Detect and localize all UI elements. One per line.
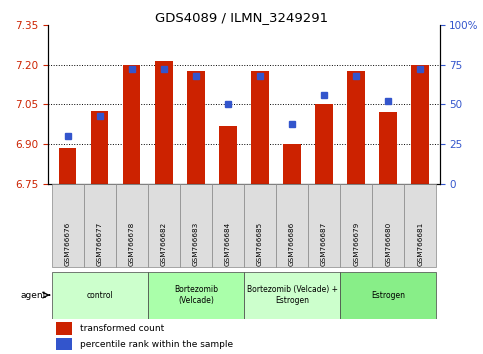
Bar <box>276 184 308 268</box>
Text: agent: agent <box>20 291 47 299</box>
Bar <box>123 65 141 184</box>
Text: Bortezomib
(Velcade): Bortezomib (Velcade) <box>174 285 218 305</box>
Bar <box>148 184 180 268</box>
Bar <box>59 148 76 184</box>
Text: transformed count: transformed count <box>80 324 164 333</box>
Bar <box>404 184 436 268</box>
Bar <box>91 111 108 184</box>
Bar <box>244 272 340 319</box>
Text: GSM766685: GSM766685 <box>257 222 263 266</box>
Bar <box>187 71 205 184</box>
Bar <box>148 272 244 319</box>
Bar <box>340 272 436 319</box>
Bar <box>56 322 72 335</box>
Bar <box>212 184 244 268</box>
Bar <box>219 126 237 184</box>
Bar <box>340 184 372 268</box>
Bar <box>315 104 333 184</box>
Text: GSM766681: GSM766681 <box>417 222 423 266</box>
Text: GSM766677: GSM766677 <box>97 222 102 266</box>
Text: control: control <box>86 291 113 299</box>
Bar <box>372 184 404 268</box>
Text: GSM766676: GSM766676 <box>65 222 71 266</box>
Text: GSM766680: GSM766680 <box>385 222 391 266</box>
Bar <box>52 272 148 319</box>
Bar <box>84 184 115 268</box>
Bar <box>244 184 276 268</box>
Bar <box>251 71 269 184</box>
Bar <box>52 184 84 268</box>
Text: GSM766679: GSM766679 <box>353 222 359 266</box>
Text: Estrogen: Estrogen <box>371 291 405 299</box>
Text: GSM766678: GSM766678 <box>128 222 135 266</box>
Text: Bortezomib (Velcade) +
Estrogen: Bortezomib (Velcade) + Estrogen <box>246 285 338 305</box>
Text: percentile rank within the sample: percentile rank within the sample <box>80 340 233 349</box>
Bar <box>412 65 429 184</box>
Bar <box>347 71 365 184</box>
Text: GSM766683: GSM766683 <box>193 222 199 266</box>
Bar <box>115 184 148 268</box>
Text: GDS4089 / ILMN_3249291: GDS4089 / ILMN_3249291 <box>155 11 328 24</box>
Bar <box>283 144 301 184</box>
Text: GSM766682: GSM766682 <box>161 222 167 266</box>
Bar <box>308 184 340 268</box>
Bar <box>380 113 397 184</box>
Bar <box>155 61 172 184</box>
Text: GSM766684: GSM766684 <box>225 222 231 266</box>
Bar <box>180 184 212 268</box>
Text: GSM766686: GSM766686 <box>289 222 295 266</box>
Text: GSM766687: GSM766687 <box>321 222 327 266</box>
Bar <box>56 338 72 350</box>
